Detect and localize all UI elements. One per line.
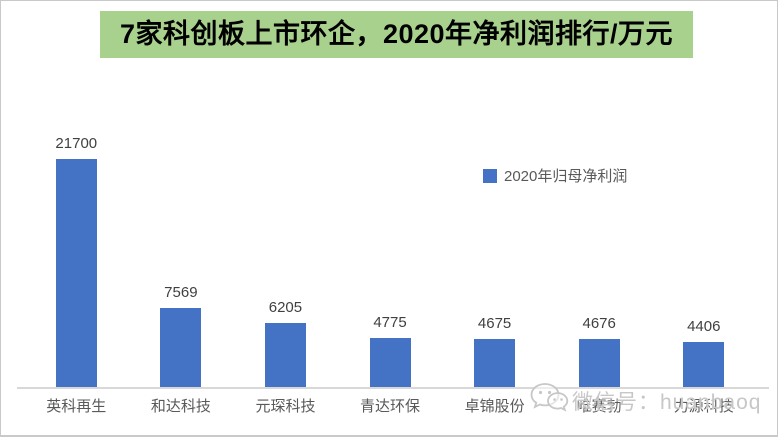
chart-title: 7家科创板上市环企，2020年净利润排行/万元 (100, 11, 693, 58)
bar (55, 159, 97, 388)
bar-value-label: 21700 (55, 135, 98, 152)
bar-column: 4675 (442, 111, 547, 388)
bar (474, 339, 516, 388)
category-label: 唯赛勃 (576, 398, 622, 415)
category-label: 力源科技 (673, 398, 734, 415)
bar-value-label: 4676 (582, 315, 616, 332)
bar (160, 308, 202, 388)
bar-column: 6205 (233, 111, 338, 388)
bar-column: 4676 (547, 111, 652, 388)
category-label: 元琛科技 (255, 398, 316, 415)
plot-area: 21700 7569 6205 4775 4675 4676 4406 (24, 111, 756, 388)
legend: 2020年归母净利润 (483, 165, 627, 186)
bar-column: 4775 (338, 111, 443, 388)
bar-value-label: 4675 (477, 315, 512, 332)
bar (578, 339, 620, 388)
bar-value-label: 4775 (373, 314, 407, 331)
category-label: 青达环保 (360, 398, 421, 415)
category-label: 英科再生 (46, 398, 107, 415)
bar-value-label: 6205 (268, 299, 303, 316)
category-axis: 英科再生 和达科技 元琛科技 青达环保 卓锦股份 唯赛勃 力源科技 (24, 395, 756, 416)
bar-value-label: 7569 (164, 284, 198, 301)
category-label: 卓锦股份 (464, 398, 525, 415)
x-axis-line (17, 387, 769, 389)
bar (369, 338, 411, 388)
bar-column: 21700 (24, 111, 129, 388)
bar-value-label: 4406 (687, 318, 721, 335)
bar (683, 342, 725, 388)
bar-column: 4406 (651, 111, 756, 388)
legend-label: 2020年归母净利润 (504, 168, 628, 185)
bar (264, 323, 306, 388)
bar-column: 7569 (129, 111, 234, 388)
legend-marker-icon (483, 168, 497, 183)
category-label: 和达科技 (150, 398, 211, 415)
